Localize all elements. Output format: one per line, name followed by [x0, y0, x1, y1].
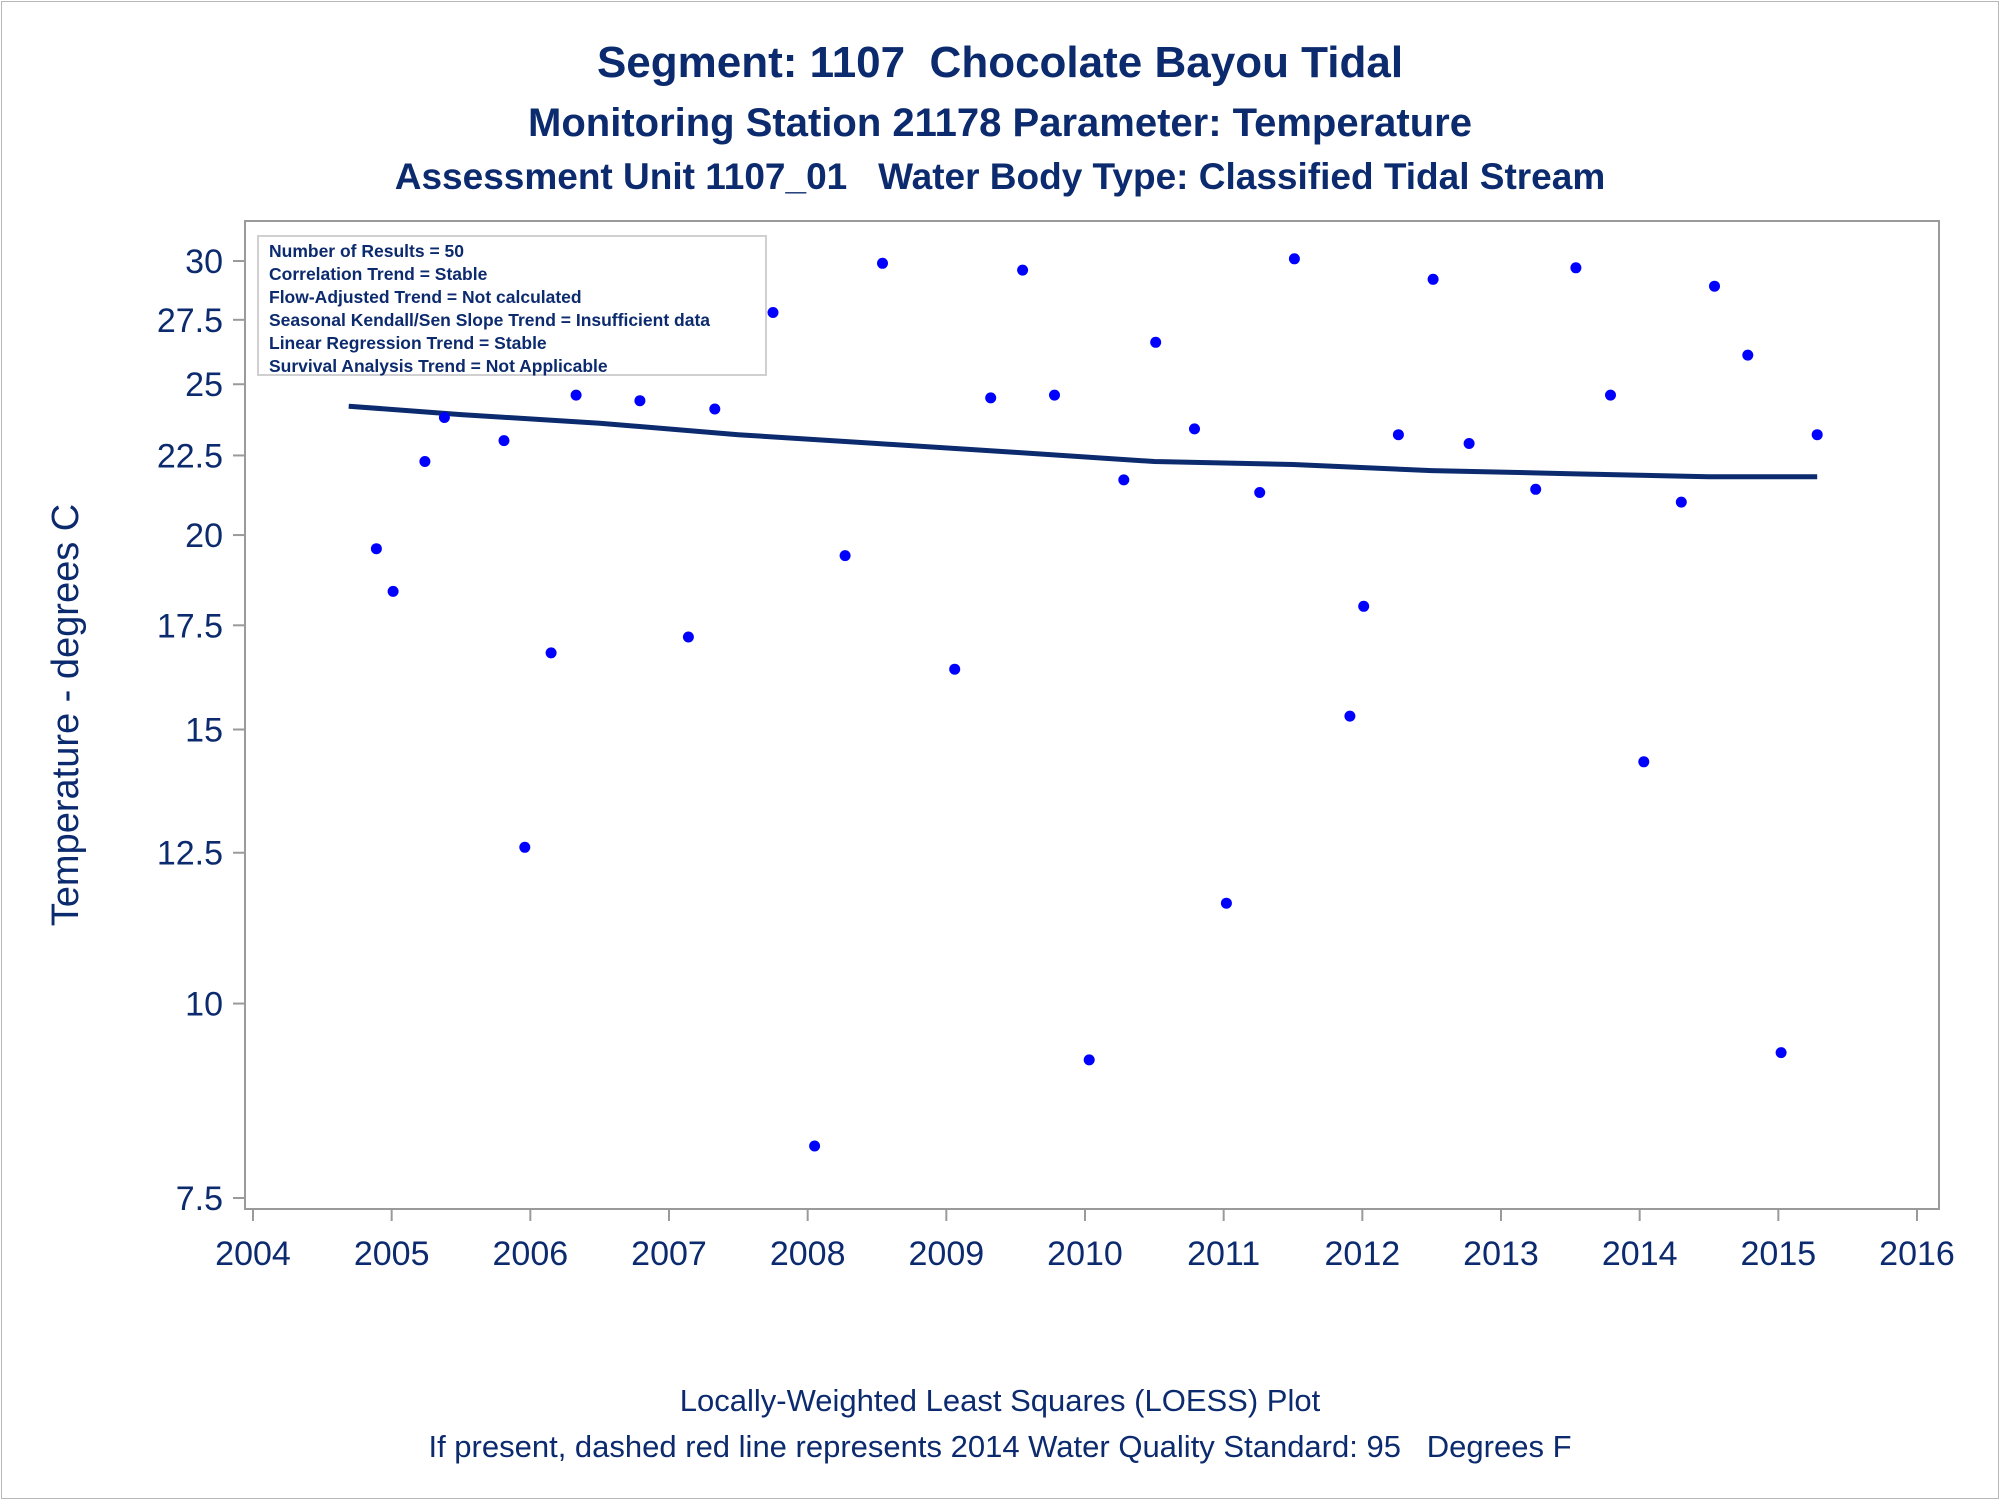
data-point-40 [1427, 273, 1439, 285]
data-point-27 [985, 392, 997, 404]
data-point-24 [839, 550, 851, 562]
x-tick-label-2014: 2014 [1602, 1235, 1678, 1273]
y-tick-label-22.5: 22.5 [157, 437, 223, 475]
y-tick-label-17.5: 17.5 [157, 607, 223, 645]
chart-subtitle-assessment: Assessment Unit 1107_01 Water Body Type:… [394, 156, 1606, 197]
data-point-41 [1463, 438, 1475, 449]
footnote-standard: If present, dashed red line represents 2… [428, 1429, 1572, 1464]
x-axis: 2004 2005 2006 2007 2008 2009 2010 2011 2012 2013… [215, 1209, 1955, 1273]
x-tick-label-2004: 2004 [215, 1235, 291, 1273]
y-tick-label-25: 25 [185, 366, 223, 404]
data-point-25 [877, 257, 888, 269]
data-point-17 [634, 395, 646, 407]
plot-area [244, 220, 1940, 1210]
data-point-23 [809, 1140, 821, 1152]
data-point-5 [438, 412, 450, 423]
data-point-45 [1638, 756, 1650, 768]
data-point-4 [419, 456, 431, 467]
data-point-36 [1288, 253, 1300, 265]
x-tick-label-2012: 2012 [1325, 1235, 1401, 1273]
loess-trend-line [348, 403, 1818, 480]
data-point-39 [1392, 429, 1404, 441]
legend-survival-analysis-trend: Survival Analysis Trend = Not Applicable [269, 356, 608, 376]
legend-seasonal-kendall-trend: Seasonal Kendall/Sen Slope Trend = Insuf… [269, 310, 711, 330]
x-tick-label-2013: 2013 [1463, 1235, 1539, 1273]
data-point-22 [767, 307, 779, 318]
legend-results-count: Number of Results = 50 [269, 241, 464, 261]
data-point-49 [1775, 1047, 1787, 1059]
y-tick-label-12.5: 12.5 [157, 835, 223, 873]
data-point-3 [387, 585, 399, 597]
data-point-28 [1017, 264, 1029, 276]
y-tick-label-15: 15 [185, 712, 223, 750]
x-tick-label-2011: 2011 [1187, 1235, 1260, 1273]
x-tick-label-2007: 2007 [631, 1235, 707, 1273]
y-tick-label-30: 30 [185, 243, 223, 281]
x-tick-label-2008: 2008 [770, 1235, 846, 1273]
data-point-11 [519, 841, 531, 853]
data-point-47 [1709, 280, 1720, 292]
y-tick-label-10: 10 [185, 986, 223, 1024]
data-point-19 [709, 403, 721, 415]
footnote-plot-type: Locally-Weighted Least Squares (LOESS) P… [679, 1383, 1321, 1418]
data-point-38 [1358, 600, 1370, 612]
x-tick-label-2006: 2006 [493, 1235, 569, 1273]
data-point-43 [1570, 262, 1582, 274]
y-tick-label-27.5: 27.5 [157, 302, 223, 340]
data-point-13 [570, 389, 582, 401]
data-point-37 [1344, 710, 1356, 722]
y-axis-label: Temperature - degrees C [45, 504, 87, 926]
data-point-26 [949, 663, 961, 675]
data-point-12 [545, 647, 557, 659]
data-point-35 [1254, 487, 1266, 498]
y-tick-label-20: 20 [185, 517, 223, 555]
legend-flow-adjusted-trend: Flow-Adjusted Trend = Not calculated [269, 287, 582, 307]
chart-subtitle-station: Monitoring Station 21178 Parameter: Temp… [528, 101, 1472, 145]
legend-linear-regression-trend: Linear Regression Trend = Stable [269, 333, 547, 353]
x-tick-label-2005: 2005 [354, 1235, 430, 1273]
chart-title: Segment: 1107 Chocolate Bayou Tidal [596, 38, 1404, 87]
x-tick-label-2010: 2010 [1047, 1235, 1123, 1273]
x-tick-label-2016: 2016 [1879, 1235, 1955, 1273]
data-point-18 [682, 631, 694, 643]
data-point-10 [498, 435, 510, 447]
data-point-31 [1118, 474, 1130, 486]
data-point-42 [1530, 483, 1542, 495]
y-axis: 7.5 10 12.5 15 17.5 20 22.5 25 27.5 30 [157, 243, 245, 1218]
y-tick-label-7.5: 7.5 [176, 1180, 223, 1218]
trend-legend: Number of Results = 50 Correlation Trend… [257, 235, 767, 376]
data-point-34 [1220, 897, 1232, 909]
x-tick-label-2015: 2015 [1741, 1235, 1817, 1273]
data-point-30 [1083, 1054, 1095, 1066]
data-point-48 [1742, 349, 1754, 361]
data-point-50 [1811, 429, 1823, 441]
data-point-33 [1189, 423, 1200, 435]
data-point-29 [1049, 389, 1060, 401]
legend-correlation-trend: Correlation Trend = Stable [269, 264, 488, 284]
data-point-2 [370, 543, 382, 555]
data-point-32 [1150, 336, 1162, 348]
trend-layer [348, 403, 1818, 480]
data-point-44 [1605, 389, 1616, 401]
data-point-46 [1675, 496, 1687, 508]
x-tick-label-2009: 2009 [909, 1235, 985, 1273]
